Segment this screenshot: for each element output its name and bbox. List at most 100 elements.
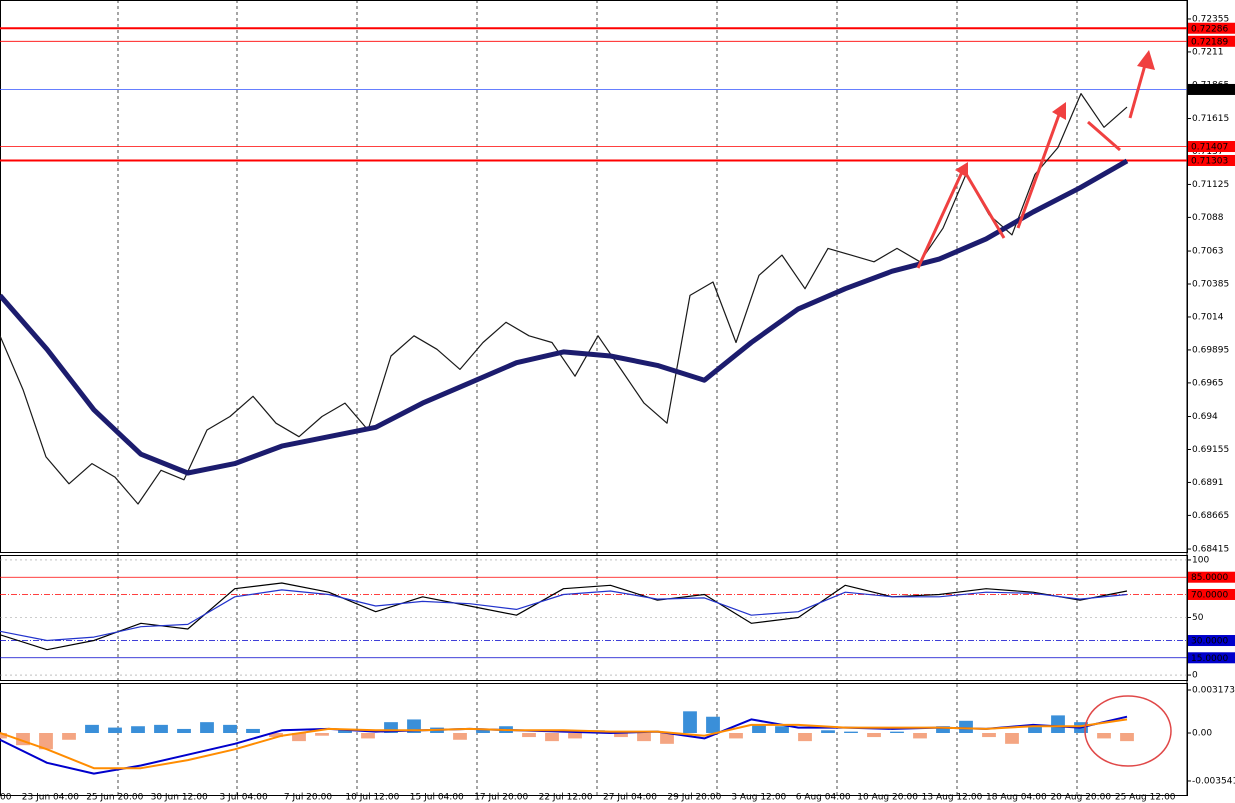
level-label-box <box>1188 571 1235 583</box>
arrow <box>963 171 1006 239</box>
level-label: 0.72286 <box>1191 24 1228 34</box>
arrow <box>1087 120 1121 152</box>
x-tick-label: 13 Aug 12:00 <box>922 793 983 803</box>
y-tick-label: 0.6965 <box>1192 378 1224 388</box>
level-label-box <box>1188 35 1235 47</box>
histogram-bar <box>844 731 858 733</box>
histogram-bar <box>476 728 490 733</box>
level-label: 15.0000 <box>1191 654 1228 664</box>
level-label-box <box>1188 22 1235 34</box>
x-tick-label: 6 Aug 04:00 <box>796 793 851 803</box>
y-tick-label: 0 <box>1192 671 1198 681</box>
histogram-bar <box>775 726 789 733</box>
arrow-head <box>1052 102 1066 120</box>
highlight-circle <box>1084 695 1172 767</box>
histogram-bar <box>568 732 582 739</box>
series-line <box>0 589 1128 642</box>
histogram-bar <box>131 726 145 733</box>
histogram-bar <box>384 722 398 733</box>
histogram-bar <box>1051 715 1065 733</box>
histogram-bar <box>1005 732 1019 744</box>
y-tick-label: 0.71615 <box>1192 114 1229 124</box>
y-tick-label: 0.69895 <box>1192 345 1229 355</box>
histogram-bar <box>614 732 628 738</box>
level-label-box <box>1188 83 1235 95</box>
x-tick-label: 15 Jul 04:00 <box>410 793 464 803</box>
histogram-bar <box>453 732 467 740</box>
y-tick-label: 0.70385 <box>1192 280 1229 290</box>
x-tick-label: 25 Aug 12:00 <box>1115 793 1176 803</box>
arrow <box>1128 64 1147 119</box>
x-tick-label: 3 Aug 12:00 <box>731 793 786 803</box>
series-line <box>0 718 1128 770</box>
y-tick-label: 0.7211 <box>1192 47 1224 57</box>
histogram-bar <box>39 732 53 750</box>
histogram-bar <box>315 732 329 736</box>
series-line <box>0 582 1128 651</box>
level-label-box <box>1188 635 1235 647</box>
level-label-box <box>1188 155 1235 167</box>
histogram-bar <box>1097 732 1111 739</box>
histogram-bar <box>637 732 651 742</box>
y-tick-label: 0.7014 <box>1192 312 1224 322</box>
histogram-bar <box>982 732 996 738</box>
y-tick-label: 0.6891 <box>1192 478 1224 488</box>
histogram-bar <box>108 727 122 733</box>
histogram-bar <box>959 720 973 733</box>
histogram-bar <box>292 732 306 742</box>
y-tick-label: 50 <box>1192 613 1204 623</box>
histogram-bar <box>154 724 168 733</box>
x-tick-label: 7 Jul 20:00 <box>284 793 333 803</box>
histogram-bar <box>660 732 674 744</box>
histogram-bar <box>936 726 950 733</box>
x-tick-label: 22 Jul 12:00 <box>539 793 593 803</box>
level-label: 30.0000 <box>1191 637 1228 647</box>
histogram-bar <box>706 716 720 733</box>
y-tick-label: -0.003541 <box>1192 776 1235 786</box>
y-tick-label: 0.71125 <box>1192 180 1229 190</box>
histogram-bar <box>85 724 99 733</box>
histogram-bar <box>545 732 559 742</box>
arrow-head <box>1137 50 1155 70</box>
level-label-box <box>1188 141 1235 153</box>
level-label: 0.71407 <box>1191 143 1228 153</box>
histogram-bar <box>913 732 927 739</box>
y-tick-label: 0.7088 <box>1192 213 1224 223</box>
y-tick-label: 0.00 <box>1192 728 1212 738</box>
level-label-box <box>1188 652 1235 664</box>
histogram-bar <box>729 732 743 739</box>
histogram-bar <box>361 732 375 739</box>
y-tick-label: 0.0031736 <box>1192 685 1235 695</box>
y-tick-label: 0.7063 <box>1192 247 1224 257</box>
histogram-bar <box>223 724 237 733</box>
histogram-bar <box>62 732 76 740</box>
histogram-bar <box>246 728 260 733</box>
x-tick-label: 20 Aug 20:00 <box>1050 793 1111 803</box>
histogram-bar <box>522 732 536 738</box>
series-line <box>0 158 1129 476</box>
level-label: 0.71303 <box>1191 157 1228 167</box>
x-tick-label: 25 Jun 20:00 <box>86 793 143 803</box>
y-tick-label: 0.694 <box>1192 412 1218 422</box>
x-tick-label: 27 Jul 04:00 <box>603 793 657 803</box>
level-label: 0.72189 <box>1191 37 1228 47</box>
level-label: 0.71831 <box>1191 85 1228 95</box>
y-tick-label: 100 <box>1192 555 1209 565</box>
histogram-bar <box>683 711 697 733</box>
x-tick-label: 30 Jun 12:00 <box>151 793 208 803</box>
level-label-box <box>1188 588 1235 600</box>
x-tick-label: 23 Jun 04:00 <box>22 793 79 803</box>
level-label: 85.0000 <box>1191 573 1228 583</box>
x-tick-label: 10 Jul 12:00 <box>345 793 399 803</box>
histogram-bar <box>338 730 352 733</box>
x-tick-label: 29 Jul 20:00 <box>667 793 721 803</box>
arrow <box>1016 111 1062 229</box>
x-tick-label: 18 Aug 04:00 <box>986 793 1047 803</box>
arrow <box>916 171 964 269</box>
histogram-bar <box>798 732 812 742</box>
histogram-bar <box>890 731 904 733</box>
histogram-bar <box>1120 732 1134 742</box>
y-tick-label: 0.68415 <box>1192 545 1229 555</box>
